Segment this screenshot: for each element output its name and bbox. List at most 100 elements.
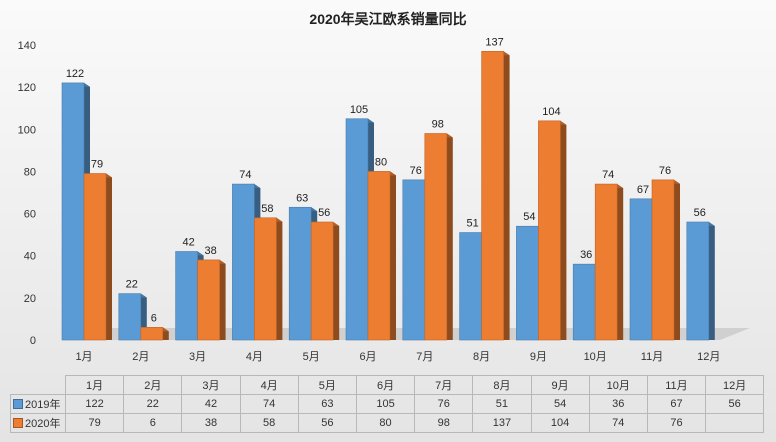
- table-value-cell: 79: [64, 413, 125, 433]
- data-label: 80: [375, 156, 387, 168]
- table-row: 2019年 122 22 42 74 63 105 76 51 54 36 67 56: [10, 394, 765, 414]
- data-label: 56: [694, 207, 706, 219]
- table-value-cell: 74: [588, 413, 648, 433]
- table-header-cell: 12月: [705, 375, 765, 395]
- table-value-cell: 76: [414, 394, 474, 414]
- bar-2019年-3月: [175, 251, 198, 341]
- data-label: 22: [126, 279, 138, 291]
- data-label: 63: [296, 192, 308, 204]
- legend-swatch-icon: [13, 418, 23, 428]
- y-tick-label: 60: [24, 209, 36, 221]
- data-label: 74: [239, 169, 251, 181]
- y-tick-label: 40: [24, 251, 36, 263]
- table-header-cell: 10月: [588, 375, 648, 395]
- bar-2019年-2月: [118, 293, 142, 341]
- bar-side: [390, 171, 396, 340]
- bar-2020年-11月: [651, 179, 675, 341]
- bar-2020年-6月: [367, 171, 391, 341]
- bar-2019年-4月: [232, 183, 255, 341]
- x-tick-label: 2月: [132, 351, 149, 363]
- table-header-cell: 6月: [355, 375, 416, 395]
- data-label: 79: [91, 159, 103, 171]
- legend-cell: 2020年: [10, 413, 66, 433]
- bar-2019年-8月: [459, 232, 482, 341]
- legend-swatch-icon: [13, 399, 23, 409]
- bar-2019年-11月: [629, 198, 653, 341]
- table-value-cell: 137: [472, 413, 532, 433]
- table-header-cell: 11月: [646, 375, 707, 395]
- y-tick-label: 120: [18, 82, 36, 94]
- bar-2019年-1月: [61, 82, 85, 341]
- table-row: 2020年 79 6 38 58 56 80 98 137 104 74 76: [10, 413, 765, 433]
- y-tick-label: 20: [24, 293, 36, 305]
- table-value-cell: [705, 413, 765, 433]
- x-tick-label: 1月: [75, 351, 92, 363]
- table-value-cell: 38: [181, 413, 241, 433]
- bar-2020年-7月: [424, 133, 448, 341]
- x-tick-label: 9月: [530, 351, 547, 363]
- data-label: 67: [637, 184, 649, 196]
- table-value-cell: 58: [239, 413, 299, 433]
- x-tick-label: 12月: [697, 351, 720, 363]
- bar-side: [617, 184, 624, 340]
- bar-2020年-4月: [254, 217, 277, 341]
- bar-2020年-5月: [310, 221, 334, 341]
- bar-side: [674, 179, 680, 340]
- data-label: 122: [66, 68, 84, 80]
- table-value-cell: 54: [530, 394, 590, 414]
- table-header-cell: 7月: [414, 375, 474, 395]
- table-header-cell: 9月: [530, 375, 590, 395]
- table-value-cell: 80: [355, 413, 416, 433]
- data-label: 36: [580, 249, 592, 261]
- bar-2020年-10月: [594, 183, 618, 341]
- bar-side: [333, 222, 340, 340]
- table-header-row: 1月 2月 3月 4月 5月 6月 7月 8月 9月 10月 11月 12月: [11, 375, 765, 395]
- table-header-cell: 1月: [64, 375, 125, 395]
- table-value-cell: 42: [181, 394, 241, 414]
- data-label: 54: [523, 211, 535, 223]
- data-label: 74: [602, 169, 614, 181]
- table-value-cell: 56: [297, 413, 357, 433]
- table-header-cell: 3月: [181, 375, 241, 395]
- table-value-cell: 122: [64, 394, 125, 414]
- data-label: 76: [659, 165, 671, 177]
- data-label: 58: [261, 203, 273, 215]
- table-value-cell: 36: [588, 394, 648, 414]
- bar-2019年-6月: [345, 118, 369, 341]
- y-tick-label: 100: [18, 124, 36, 136]
- bar-2020年-8月: [481, 51, 504, 341]
- bar-2019年-12月: [686, 221, 710, 341]
- bar-2020年-9月: [538, 120, 561, 341]
- data-label: 42: [182, 237, 194, 249]
- data-label: 105: [350, 104, 368, 116]
- table-value-cell: 67: [646, 394, 707, 414]
- bar-2020年-3月: [197, 259, 220, 341]
- bar-side: [560, 120, 567, 340]
- table-value-cell: 22: [123, 394, 183, 414]
- data-label: 38: [204, 245, 216, 257]
- data-table: 1月 2月 3月 4月 5月 6月 7月 8月 9月 10月 11月 12月 2019年 122 22 42 7…: [10, 375, 765, 433]
- x-tick-label: 6月: [359, 351, 376, 363]
- table-header-cell: 5月: [297, 375, 357, 395]
- data-label: 104: [542, 106, 560, 118]
- data-label: 56: [318, 207, 330, 219]
- chart-title: 2020年吴江欧系销量同比: [309, 11, 467, 27]
- table-value-cell: 104: [530, 413, 590, 433]
- bar-2020年-1月: [83, 173, 107, 341]
- table-header-cell: 4月: [239, 375, 299, 395]
- legend-label: 2019年: [25, 399, 61, 411]
- bar-2020年-2月: [140, 327, 164, 341]
- bar-side: [276, 217, 283, 340]
- bar-side: [446, 133, 453, 340]
- bar-side: [503, 51, 510, 340]
- table-value-cell: 51: [472, 394, 532, 414]
- table-value-cell: 76: [646, 413, 707, 433]
- data-label: 6: [151, 312, 157, 324]
- y-tick-label: 80: [24, 166, 36, 178]
- table-value-cell: 74: [239, 394, 299, 414]
- table-header-cell: 8月: [472, 375, 532, 395]
- table-value-cell: 98: [414, 413, 474, 433]
- table-value-cell: 56: [705, 394, 765, 414]
- table-value-cell: 105: [355, 394, 416, 414]
